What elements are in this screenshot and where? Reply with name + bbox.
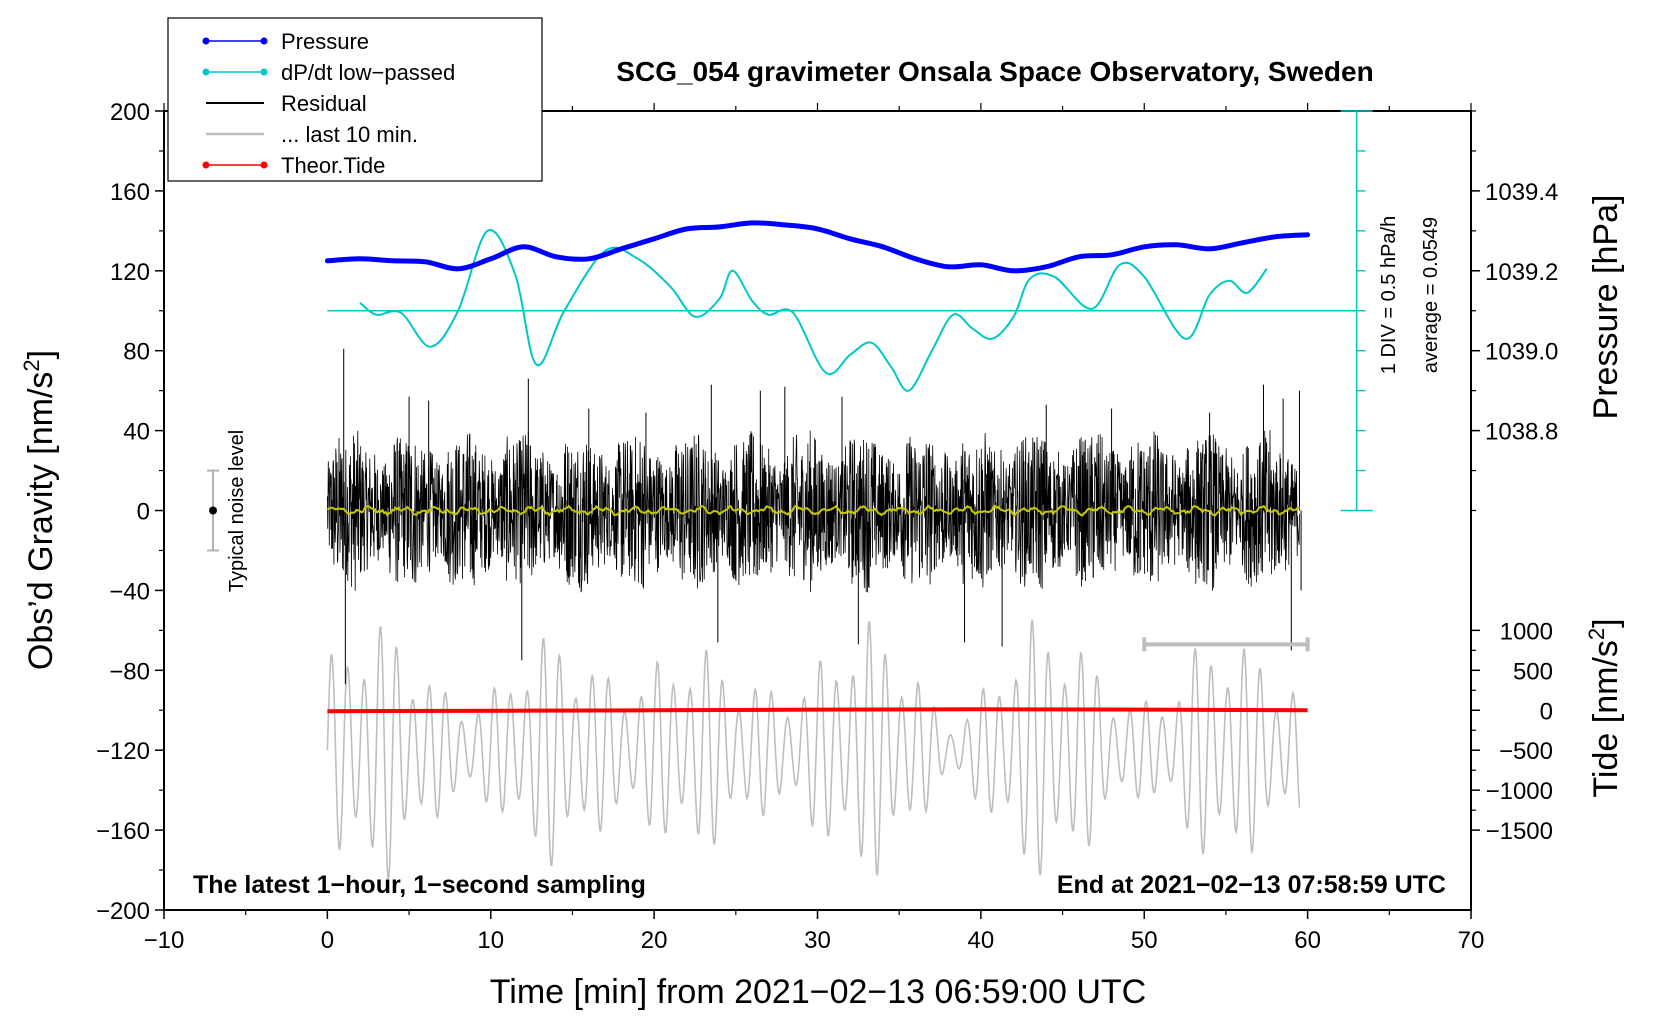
x-tick-label: −10 bbox=[144, 927, 185, 954]
dpdt-line bbox=[359, 229, 1268, 392]
tide-line bbox=[327, 707, 1308, 714]
y-tick-label: −200 bbox=[96, 898, 150, 925]
y-axis-label-close: ] bbox=[22, 350, 60, 359]
x-tick-label: 20 bbox=[641, 927, 668, 954]
scale-bar-average-label: average = 0.0549 bbox=[1420, 217, 1442, 373]
tide-axis-label-main: Tide [nm/s bbox=[1587, 640, 1625, 797]
legend-label: ... last 10 min. bbox=[281, 122, 418, 147]
legend-label: dP/dt low−passed bbox=[281, 60, 455, 85]
legend-swatch-marker-left bbox=[202, 68, 210, 76]
y-axis-label-main: Obs’d Gravity [nm/s bbox=[22, 372, 60, 671]
chart-title: SCG_054 gravimeter Onsala Space Observat… bbox=[616, 56, 1373, 87]
y-axis-ticks: 200 160 120 80 40 0 −40 −80 −120 −160 −200 bbox=[96, 99, 164, 925]
y-tick-label: 0 bbox=[137, 499, 150, 526]
legend-swatch-marker-left bbox=[202, 161, 210, 169]
legend: Pressure dP/dt low−passed Residual ... last… bbox=[167, 17, 543, 182]
y-tick-label: 40 bbox=[123, 419, 150, 446]
chart-extras-layer bbox=[207, 110, 1373, 652]
legend-label: Pressure bbox=[281, 29, 369, 54]
y-tick-label: −160 bbox=[96, 818, 150, 845]
x-tick-label: 0 bbox=[321, 927, 334, 954]
tide-tick-label: 1000 bbox=[1500, 618, 1553, 645]
x-tick-label: 30 bbox=[804, 927, 831, 954]
legend-label: Theor.Tide bbox=[281, 153, 385, 178]
scale-bar-div-label: 1 DIV = 0.5 hPa/h bbox=[1378, 216, 1400, 374]
tide-tick-label: 500 bbox=[1513, 658, 1553, 685]
x-axis-label: Time [min] from 2021−02−13 06:59:00 UTC bbox=[490, 973, 1146, 1011]
annotation-bottom-left: The latest 1−hour, 1−second sampling bbox=[193, 871, 646, 899]
tide-tick-label: −1500 bbox=[1486, 818, 1553, 845]
legend-swatch-marker-right bbox=[260, 161, 268, 169]
tide-axis-ticks: 1000 500 0 −500 −1000 −1500 bbox=[1471, 618, 1553, 845]
dpdt-series-layer bbox=[327, 229, 1357, 392]
x-tick-label: 40 bbox=[968, 927, 995, 954]
x-tick-label: 60 bbox=[1294, 927, 1321, 954]
y-axis-label-sup: 2 bbox=[19, 359, 44, 371]
x-tick-label: 50 bbox=[1131, 927, 1158, 954]
pressure-series-layer bbox=[324, 220, 1311, 274]
y-axis-label: Obs’d Gravity [nm/s2] bbox=[19, 350, 60, 670]
tide-axis-label-sup: 2 bbox=[1584, 628, 1609, 640]
last10-line bbox=[326, 619, 1301, 880]
y-tick-label: 80 bbox=[123, 339, 150, 366]
pressure-line bbox=[324, 220, 1311, 274]
residual-series-layer bbox=[327, 348, 1302, 685]
residual-smoothed-layer bbox=[326, 504, 1300, 517]
legend-swatch-marker-right bbox=[260, 68, 268, 76]
legend-swatch-marker-left bbox=[202, 37, 210, 45]
pressure-axis-ticks: 1038.8 1039.0 1039.2 1039.4 bbox=[1471, 110, 1558, 512]
tide-tick-label: −1000 bbox=[1486, 778, 1553, 805]
y-tick-label: 160 bbox=[110, 179, 150, 206]
y-tick-label: −120 bbox=[96, 738, 150, 765]
annotation-bottom-right: End at 2021−02−13 07:58:59 UTC bbox=[1057, 871, 1446, 899]
last10-series-layer bbox=[326, 619, 1301, 880]
x-tick-label: 10 bbox=[477, 927, 504, 954]
tide-axis-label: Tide [nm/s2] bbox=[1584, 618, 1625, 797]
pressure-tick-label: 1039.4 bbox=[1485, 179, 1558, 206]
y-tick-label: 200 bbox=[110, 99, 150, 126]
residual-line bbox=[327, 430, 1300, 593]
legend-swatch-marker-right bbox=[260, 37, 268, 45]
residual-smoothed-line bbox=[326, 504, 1300, 517]
tide-tick-label: 0 bbox=[1540, 698, 1553, 725]
noise-level-point bbox=[209, 506, 218, 515]
legend-items: Pressure dP/dt low−passed Residual ... last… bbox=[202, 29, 455, 178]
tide-tick-label: −500 bbox=[1499, 738, 1553, 765]
x-tick-label: 70 bbox=[1458, 927, 1485, 954]
pressure-tick-label: 1039.2 bbox=[1485, 259, 1558, 286]
legend-box bbox=[167, 17, 543, 182]
y-tick-label: 120 bbox=[110, 259, 150, 286]
pressure-axis-label: Pressure [hPa] bbox=[1587, 195, 1625, 420]
tide-axis-label-close: ] bbox=[1587, 618, 1625, 627]
x-axis-ticks: −10 0 10 20 30 40 50 60 70 bbox=[144, 103, 1485, 954]
legend-label: Residual bbox=[281, 91, 367, 116]
y-tick-label: −40 bbox=[109, 578, 150, 605]
noise-level-label: Typical noise level bbox=[226, 430, 248, 592]
pressure-tick-label: 1038.8 bbox=[1485, 419, 1558, 446]
y-tick-label: −80 bbox=[109, 658, 150, 685]
tide-series-layer bbox=[327, 707, 1308, 714]
pressure-tick-label: 1039.0 bbox=[1485, 339, 1558, 366]
